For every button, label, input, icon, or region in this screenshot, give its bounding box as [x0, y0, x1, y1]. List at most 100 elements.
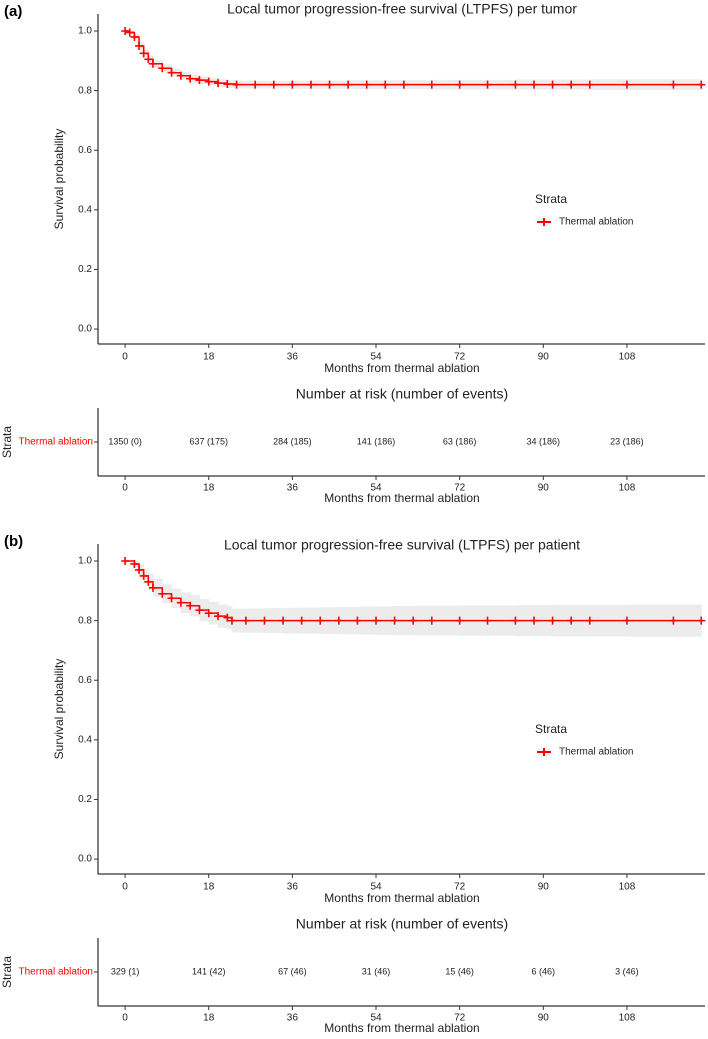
censor-mark [334, 616, 343, 625]
risk-x-tick-label: 54 [370, 483, 382, 494]
risk-cell: 15 (46) [445, 966, 474, 976]
x-tick-label: 72 [454, 882, 466, 893]
censor-mark [186, 74, 195, 83]
censor-mark [353, 616, 362, 625]
x-tick-label: 54 [370, 352, 382, 363]
censor-mark [279, 616, 288, 625]
y-tick-label: 1.0 [78, 556, 92, 567]
censor-mark [227, 616, 236, 625]
risk-x-tick-label: 54 [370, 1013, 382, 1024]
panel-label: (a) [4, 3, 22, 20]
y-tick-label: 0.6 [78, 675, 92, 686]
x-tick-label: 36 [287, 352, 299, 363]
censor-mark [427, 80, 436, 89]
risk-x-tick-label: 108 [619, 483, 636, 494]
risk-table-title: Number at risk (number of events) [296, 916, 508, 932]
censor-mark [125, 28, 134, 37]
risk-x-tick-label: 36 [287, 1013, 299, 1024]
censor-mark [148, 583, 157, 592]
risk-x-tick-label: 108 [619, 1013, 636, 1024]
risk-cell: 637 (175) [189, 436, 228, 446]
risk-strata-label: Thermal ablation [19, 437, 93, 448]
x-tick-label: 90 [538, 882, 550, 893]
censor-mark [204, 609, 213, 618]
y-tick-label: 0.4 [78, 204, 92, 215]
censor-mark [288, 80, 297, 89]
y-tick-label: 1.0 [78, 26, 92, 37]
censor-mark [530, 80, 539, 89]
censor-mark [195, 606, 204, 615]
x-tick-label: 72 [454, 352, 466, 363]
risk-cell: 34 (186) [527, 436, 561, 446]
censor-mark [139, 571, 148, 580]
x-tick-label: 0 [122, 882, 128, 893]
censor-mark [567, 80, 576, 89]
risk-cell: 6 (46) [532, 966, 556, 976]
y-tick-label: 0.0 [78, 854, 92, 865]
risk-x-tick-label: 72 [454, 483, 466, 494]
risk-cell: 67 (46) [278, 966, 307, 976]
x-axis-label: Months from thermal ablation [324, 361, 479, 375]
censor-mark [409, 616, 418, 625]
x-tick-label: 18 [203, 882, 215, 893]
censor-mark [372, 616, 381, 625]
censor-mark [167, 594, 176, 603]
censor-mark [251, 80, 260, 89]
censor-mark [195, 76, 204, 85]
legend-key [537, 218, 551, 226]
censor-mark [306, 80, 315, 89]
censor-mark [585, 616, 594, 625]
censor-mark [186, 601, 195, 610]
censor-mark [297, 616, 306, 625]
risk-x-tick-label: 72 [454, 1013, 466, 1024]
censor-mark [511, 80, 520, 89]
censor-mark [135, 565, 144, 574]
censor-mark [148, 59, 157, 68]
risk-cell: 23 (186) [610, 436, 644, 446]
x-axis-label: Months from thermal ablation [324, 891, 479, 905]
x-tick-label: 108 [619, 352, 636, 363]
risk-x-axis-label: Months from thermal ablation [324, 1021, 479, 1034]
censor-mark [214, 79, 223, 88]
risk-strata-label: Thermal ablation [19, 967, 93, 978]
panel-label: (b) [4, 533, 23, 550]
risk-cell: 63 (186) [443, 436, 477, 446]
risk-x-tick-label: 0 [122, 1013, 128, 1024]
risk-y-label: Strata [0, 956, 14, 988]
risk-cell: 3 (46) [615, 966, 639, 976]
censor-mark [483, 80, 492, 89]
y-tick-label: 0.2 [78, 794, 92, 805]
censor-mark [214, 612, 223, 621]
censor-mark [223, 613, 232, 622]
x-tick-label: 90 [538, 352, 550, 363]
legend-label: Thermal ablation [559, 747, 633, 758]
censor-mark [344, 80, 353, 89]
censor-mark [585, 80, 594, 89]
censor-mark [669, 80, 678, 89]
x-tick-label: 0 [122, 352, 128, 363]
censor-mark [158, 64, 167, 73]
risk-x-axis-label: Months from thermal ablation [324, 491, 479, 505]
censor-mark [241, 616, 250, 625]
y-tick-label: 0.4 [78, 734, 92, 745]
censor-mark [130, 559, 139, 568]
y-tick-label: 0.0 [78, 324, 92, 335]
risk-cell: 284 (185) [273, 436, 312, 446]
censor-mark [548, 80, 557, 89]
censor-mark [325, 80, 334, 89]
censor-mark [511, 616, 520, 625]
censor-mark [223, 80, 232, 89]
censor-mark [232, 80, 241, 89]
risk-x-tick-label: 36 [287, 483, 299, 494]
risk-x-tick-label: 18 [203, 1013, 215, 1024]
censor-mark [622, 80, 631, 89]
y-tick-label: 0.8 [78, 85, 92, 96]
risk-x-tick-label: 0 [122, 483, 128, 494]
censor-mark [260, 616, 269, 625]
censor-mark [158, 589, 167, 598]
censor-mark [139, 49, 148, 58]
x-tick-label: 36 [287, 882, 299, 893]
risk-cell: 141 (42) [192, 966, 226, 976]
censor-mark [530, 616, 539, 625]
